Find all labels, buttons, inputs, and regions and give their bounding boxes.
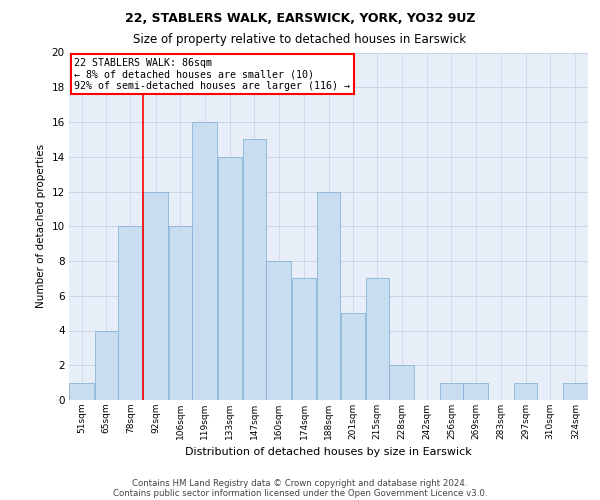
- Bar: [169, 226, 192, 400]
- Bar: [218, 157, 242, 400]
- Bar: [341, 313, 365, 400]
- Bar: [243, 140, 266, 400]
- Bar: [366, 278, 389, 400]
- Bar: [266, 261, 291, 400]
- Text: 22, STABLERS WALK, EARSWICK, YORK, YO32 9UZ: 22, STABLERS WALK, EARSWICK, YORK, YO32 …: [125, 12, 475, 26]
- Bar: [563, 382, 588, 400]
- Y-axis label: Number of detached properties: Number of detached properties: [36, 144, 46, 308]
- Bar: [118, 226, 143, 400]
- Bar: [389, 365, 414, 400]
- Text: Size of property relative to detached houses in Earswick: Size of property relative to detached ho…: [133, 32, 467, 46]
- X-axis label: Distribution of detached houses by size in Earswick: Distribution of detached houses by size …: [185, 448, 472, 458]
- Bar: [317, 192, 340, 400]
- Bar: [440, 382, 463, 400]
- Text: Contains HM Land Registry data © Crown copyright and database right 2024.: Contains HM Land Registry data © Crown c…: [132, 478, 468, 488]
- Bar: [192, 122, 217, 400]
- Text: 22 STABLERS WALK: 86sqm
← 8% of detached houses are smaller (10)
92% of semi-det: 22 STABLERS WALK: 86sqm ← 8% of detached…: [74, 58, 350, 91]
- Bar: [514, 382, 537, 400]
- Bar: [463, 382, 488, 400]
- Bar: [143, 192, 168, 400]
- Bar: [292, 278, 316, 400]
- Bar: [95, 330, 118, 400]
- Text: Contains public sector information licensed under the Open Government Licence v3: Contains public sector information licen…: [113, 488, 487, 498]
- Bar: [69, 382, 94, 400]
